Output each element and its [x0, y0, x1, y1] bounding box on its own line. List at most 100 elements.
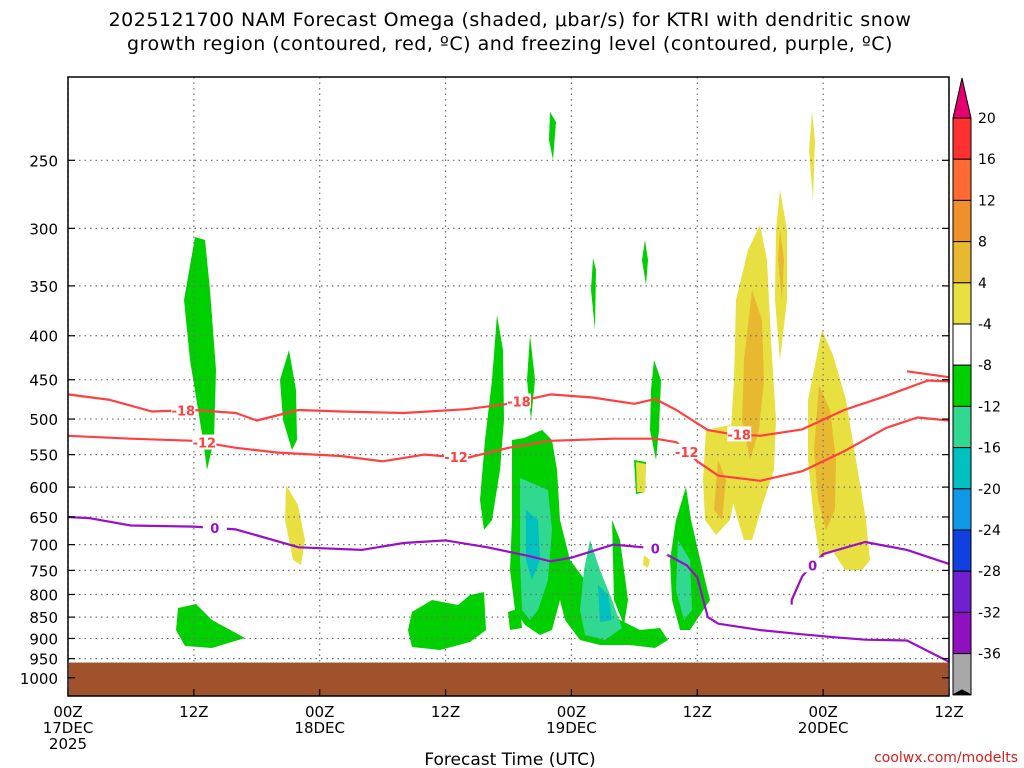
x-tick-label: 20DEC — [798, 719, 849, 737]
source-credit: coolwx.com/modelts — [874, 750, 1018, 766]
x-tick-label: 12Z — [934, 703, 963, 721]
omega-region — [280, 350, 297, 450]
colorbar-label: -32 — [978, 605, 1001, 621]
omega-region — [778, 230, 784, 300]
y-tick-label: 950 — [29, 651, 58, 669]
y-tick-label: 900 — [29, 630, 58, 648]
contour-label-background — [171, 402, 196, 418]
omega-region — [643, 555, 650, 568]
colorbar-label: -36 — [978, 647, 1001, 663]
y-tick-label: 550 — [29, 447, 58, 465]
contour-line — [906, 370, 950, 379]
colorbar-label: -24 — [978, 523, 1001, 539]
contour-label: -12 — [444, 451, 468, 466]
colorbar-swatch — [952, 77, 972, 119]
y-tick-label: 600 — [29, 479, 58, 497]
omega-region — [526, 510, 540, 580]
x-tick-label: 00Z — [557, 703, 586, 721]
colorbar-label: 20 — [978, 111, 996, 127]
contour-label-background — [202, 520, 227, 536]
contour-label-background — [643, 540, 668, 556]
y-tick-label: 750 — [29, 562, 58, 580]
contour-label-background — [444, 449, 469, 465]
omega-region — [508, 608, 522, 630]
y-tick-label: 300 — [29, 220, 58, 238]
colorbar-swatch — [952, 488, 972, 531]
x-tick-label: 12Z — [431, 703, 460, 721]
y-tick-label: 700 — [29, 537, 58, 555]
x-tick-label: 2025 — [49, 735, 87, 753]
colorbar-label: 12 — [978, 193, 996, 209]
contour-label: 0 — [651, 542, 660, 557]
colorbar-swatch — [952, 323, 972, 366]
contour-line — [790, 540, 950, 605]
plot-frame — [67, 76, 950, 697]
y-tick-label: 850 — [29, 609, 58, 627]
y-tick-label: 500 — [29, 411, 58, 429]
colorbar-swatch — [952, 199, 972, 243]
x-tick-label: 19DEC — [546, 719, 597, 737]
colorbar-swatch — [952, 529, 972, 572]
omega-region — [742, 290, 764, 460]
omega-region — [591, 258, 596, 330]
x-tick-label: 17DEC — [43, 719, 94, 737]
contour-label: -12 — [675, 446, 699, 461]
omega-region — [650, 360, 661, 460]
y-tick-label: 350 — [29, 278, 58, 296]
y-tick-label: 450 — [29, 372, 58, 390]
contour-line — [67, 379, 950, 437]
x-tick-label: 00Z — [53, 703, 82, 721]
colorbar: 20 16 12 8 4 -4 -8 -12 -16 -20 -24 -28 -32 -36 — [952, 77, 1001, 696]
contour-label: -18 — [172, 404, 196, 419]
contour-line — [67, 515, 950, 663]
y-tick-label: 400 — [29, 328, 58, 346]
x-tick-label: 18DEC — [294, 719, 345, 737]
omega-region — [636, 462, 646, 492]
x-tick-label: 12Z — [179, 703, 208, 721]
contour-label: -18 — [727, 428, 751, 443]
colorbar-swatch — [952, 611, 972, 655]
x-tick-label: 12Z — [683, 703, 712, 721]
y-tick-label: 1000 — [20, 670, 58, 688]
colorbar-swatch — [952, 364, 972, 407]
colorbar-label: -16 — [978, 441, 1001, 457]
colorbar-swatch — [952, 117, 972, 160]
colorbar-label: 16 — [978, 152, 996, 168]
omega-region — [642, 240, 648, 285]
colorbar-swatch — [952, 282, 972, 325]
omega-shading — [176, 112, 870, 650]
colorbar-swatch — [952, 241, 972, 284]
omega-region — [809, 112, 815, 200]
contour-label: 0 — [210, 522, 219, 537]
colorbar-label: -4 — [978, 317, 992, 333]
colorbar-swatch — [952, 447, 972, 490]
omega-region — [510, 430, 668, 648]
contour-label-background — [192, 434, 217, 450]
y-axis-ticks: 250 300 350 400 450 500 550 600 650 700 750 800 850 9… — [20, 152, 949, 688]
x-tick-label: 00Z — [305, 703, 334, 721]
omega-region — [480, 315, 504, 530]
colorbar-swatch — [952, 405, 972, 449]
contour-label: 0 — [808, 559, 817, 574]
colorbar-label: 8 — [978, 235, 987, 251]
colorbar-label: -12 — [978, 399, 1001, 415]
omega-region — [676, 540, 692, 620]
contour-label-background — [727, 426, 752, 442]
y-tick-label: 250 — [29, 152, 58, 170]
omega-region — [612, 520, 628, 625]
y-tick-label: 650 — [29, 509, 58, 527]
omega-region — [285, 485, 305, 565]
chart-title-line-2: growth region (contoured, red, ºC) and f… — [127, 33, 893, 55]
contour-label: -12 — [193, 437, 217, 452]
colorbar-swatch — [952, 158, 972, 201]
colorbar-label: 4 — [978, 276, 987, 292]
colorbar-label: -20 — [978, 482, 1001, 498]
omega-region — [549, 112, 556, 160]
chart-title-line-1: 2025121700 NAM Forecast Omega (shaded, μ… — [109, 9, 912, 31]
colorbar-label: -28 — [978, 564, 1001, 580]
x-tick-label: 00Z — [808, 703, 837, 721]
y-tick-label: 800 — [29, 586, 58, 604]
omega-region — [176, 604, 245, 648]
ground-surface — [69, 662, 948, 696]
